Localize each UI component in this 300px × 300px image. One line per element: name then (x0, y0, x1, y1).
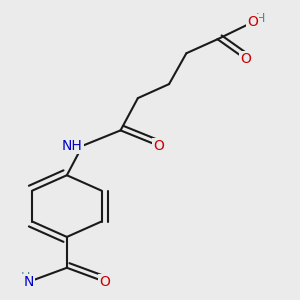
Text: NH: NH (62, 139, 82, 153)
Text: O: O (153, 139, 164, 153)
Text: O: O (247, 15, 258, 29)
Text: H: H (22, 280, 32, 292)
Text: H: H (21, 271, 30, 284)
Text: H: H (256, 12, 266, 25)
Text: O: O (100, 275, 110, 289)
Text: N: N (24, 275, 34, 289)
Text: O: O (240, 52, 251, 66)
